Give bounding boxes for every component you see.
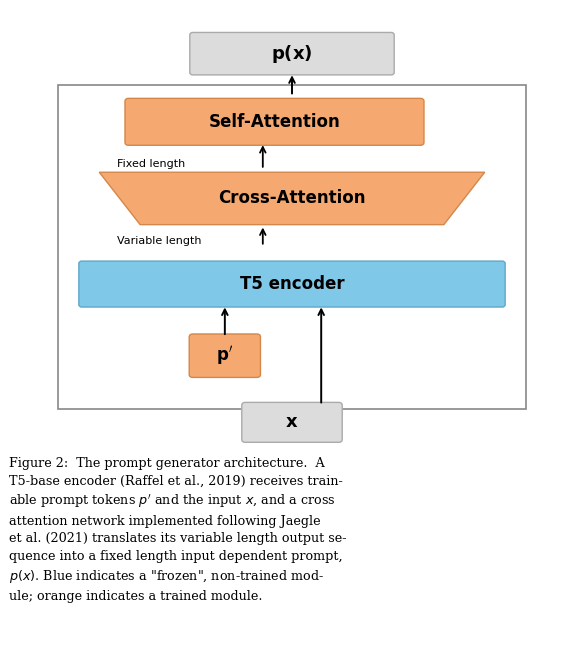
Polygon shape (99, 172, 485, 225)
Text: Fixed length: Fixed length (117, 159, 185, 169)
Text: Cross-Attention: Cross-Attention (218, 190, 366, 208)
Text: T5 encoder: T5 encoder (239, 275, 345, 293)
FancyBboxPatch shape (190, 32, 394, 75)
Text: Self-Attention: Self-Attention (208, 113, 340, 131)
FancyBboxPatch shape (242, 402, 342, 443)
Text: $\mathbf{p'}$: $\mathbf{p'}$ (216, 344, 234, 367)
Text: $\mathbf{x}$: $\mathbf{x}$ (286, 413, 298, 432)
Text: Figure 2:  The prompt generator architecture.  A
T5-base encoder (Raffel et al.,: Figure 2: The prompt generator architect… (9, 457, 346, 603)
Text: Variable length: Variable length (117, 236, 201, 245)
FancyBboxPatch shape (58, 85, 526, 410)
FancyBboxPatch shape (79, 261, 505, 307)
Text: $\mathbf{p(x)}$: $\mathbf{p(x)}$ (271, 43, 313, 65)
FancyBboxPatch shape (125, 99, 424, 145)
FancyBboxPatch shape (189, 334, 260, 378)
